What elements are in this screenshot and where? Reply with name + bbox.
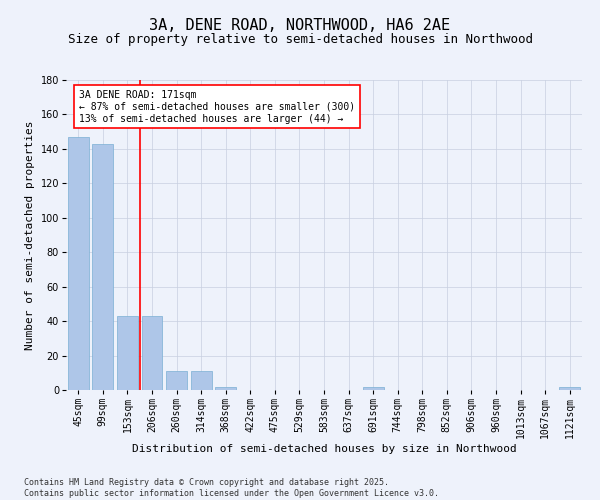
Bar: [362, 386, 383, 390]
Bar: [142, 316, 163, 390]
Bar: [68, 137, 89, 390]
Text: 3A DENE ROAD: 171sqm
← 87% of semi-detached houses are smaller (300)
13% of semi: 3A DENE ROAD: 171sqm ← 87% of semi-detac…: [79, 90, 355, 124]
Y-axis label: Number of semi-detached properties: Number of semi-detached properties: [25, 120, 35, 350]
Bar: [166, 371, 187, 390]
Text: 3A, DENE ROAD, NORTHWOOD, HA6 2AE: 3A, DENE ROAD, NORTHWOOD, HA6 2AE: [149, 18, 451, 32]
Bar: [92, 144, 113, 390]
Text: Contains HM Land Registry data © Crown copyright and database right 2025.
Contai: Contains HM Land Registry data © Crown c…: [24, 478, 439, 498]
Bar: [559, 386, 580, 390]
Bar: [191, 371, 212, 390]
Bar: [117, 316, 138, 390]
Text: Size of property relative to semi-detached houses in Northwood: Size of property relative to semi-detach…: [67, 32, 533, 46]
Bar: [215, 386, 236, 390]
X-axis label: Distribution of semi-detached houses by size in Northwood: Distribution of semi-detached houses by …: [131, 444, 517, 454]
